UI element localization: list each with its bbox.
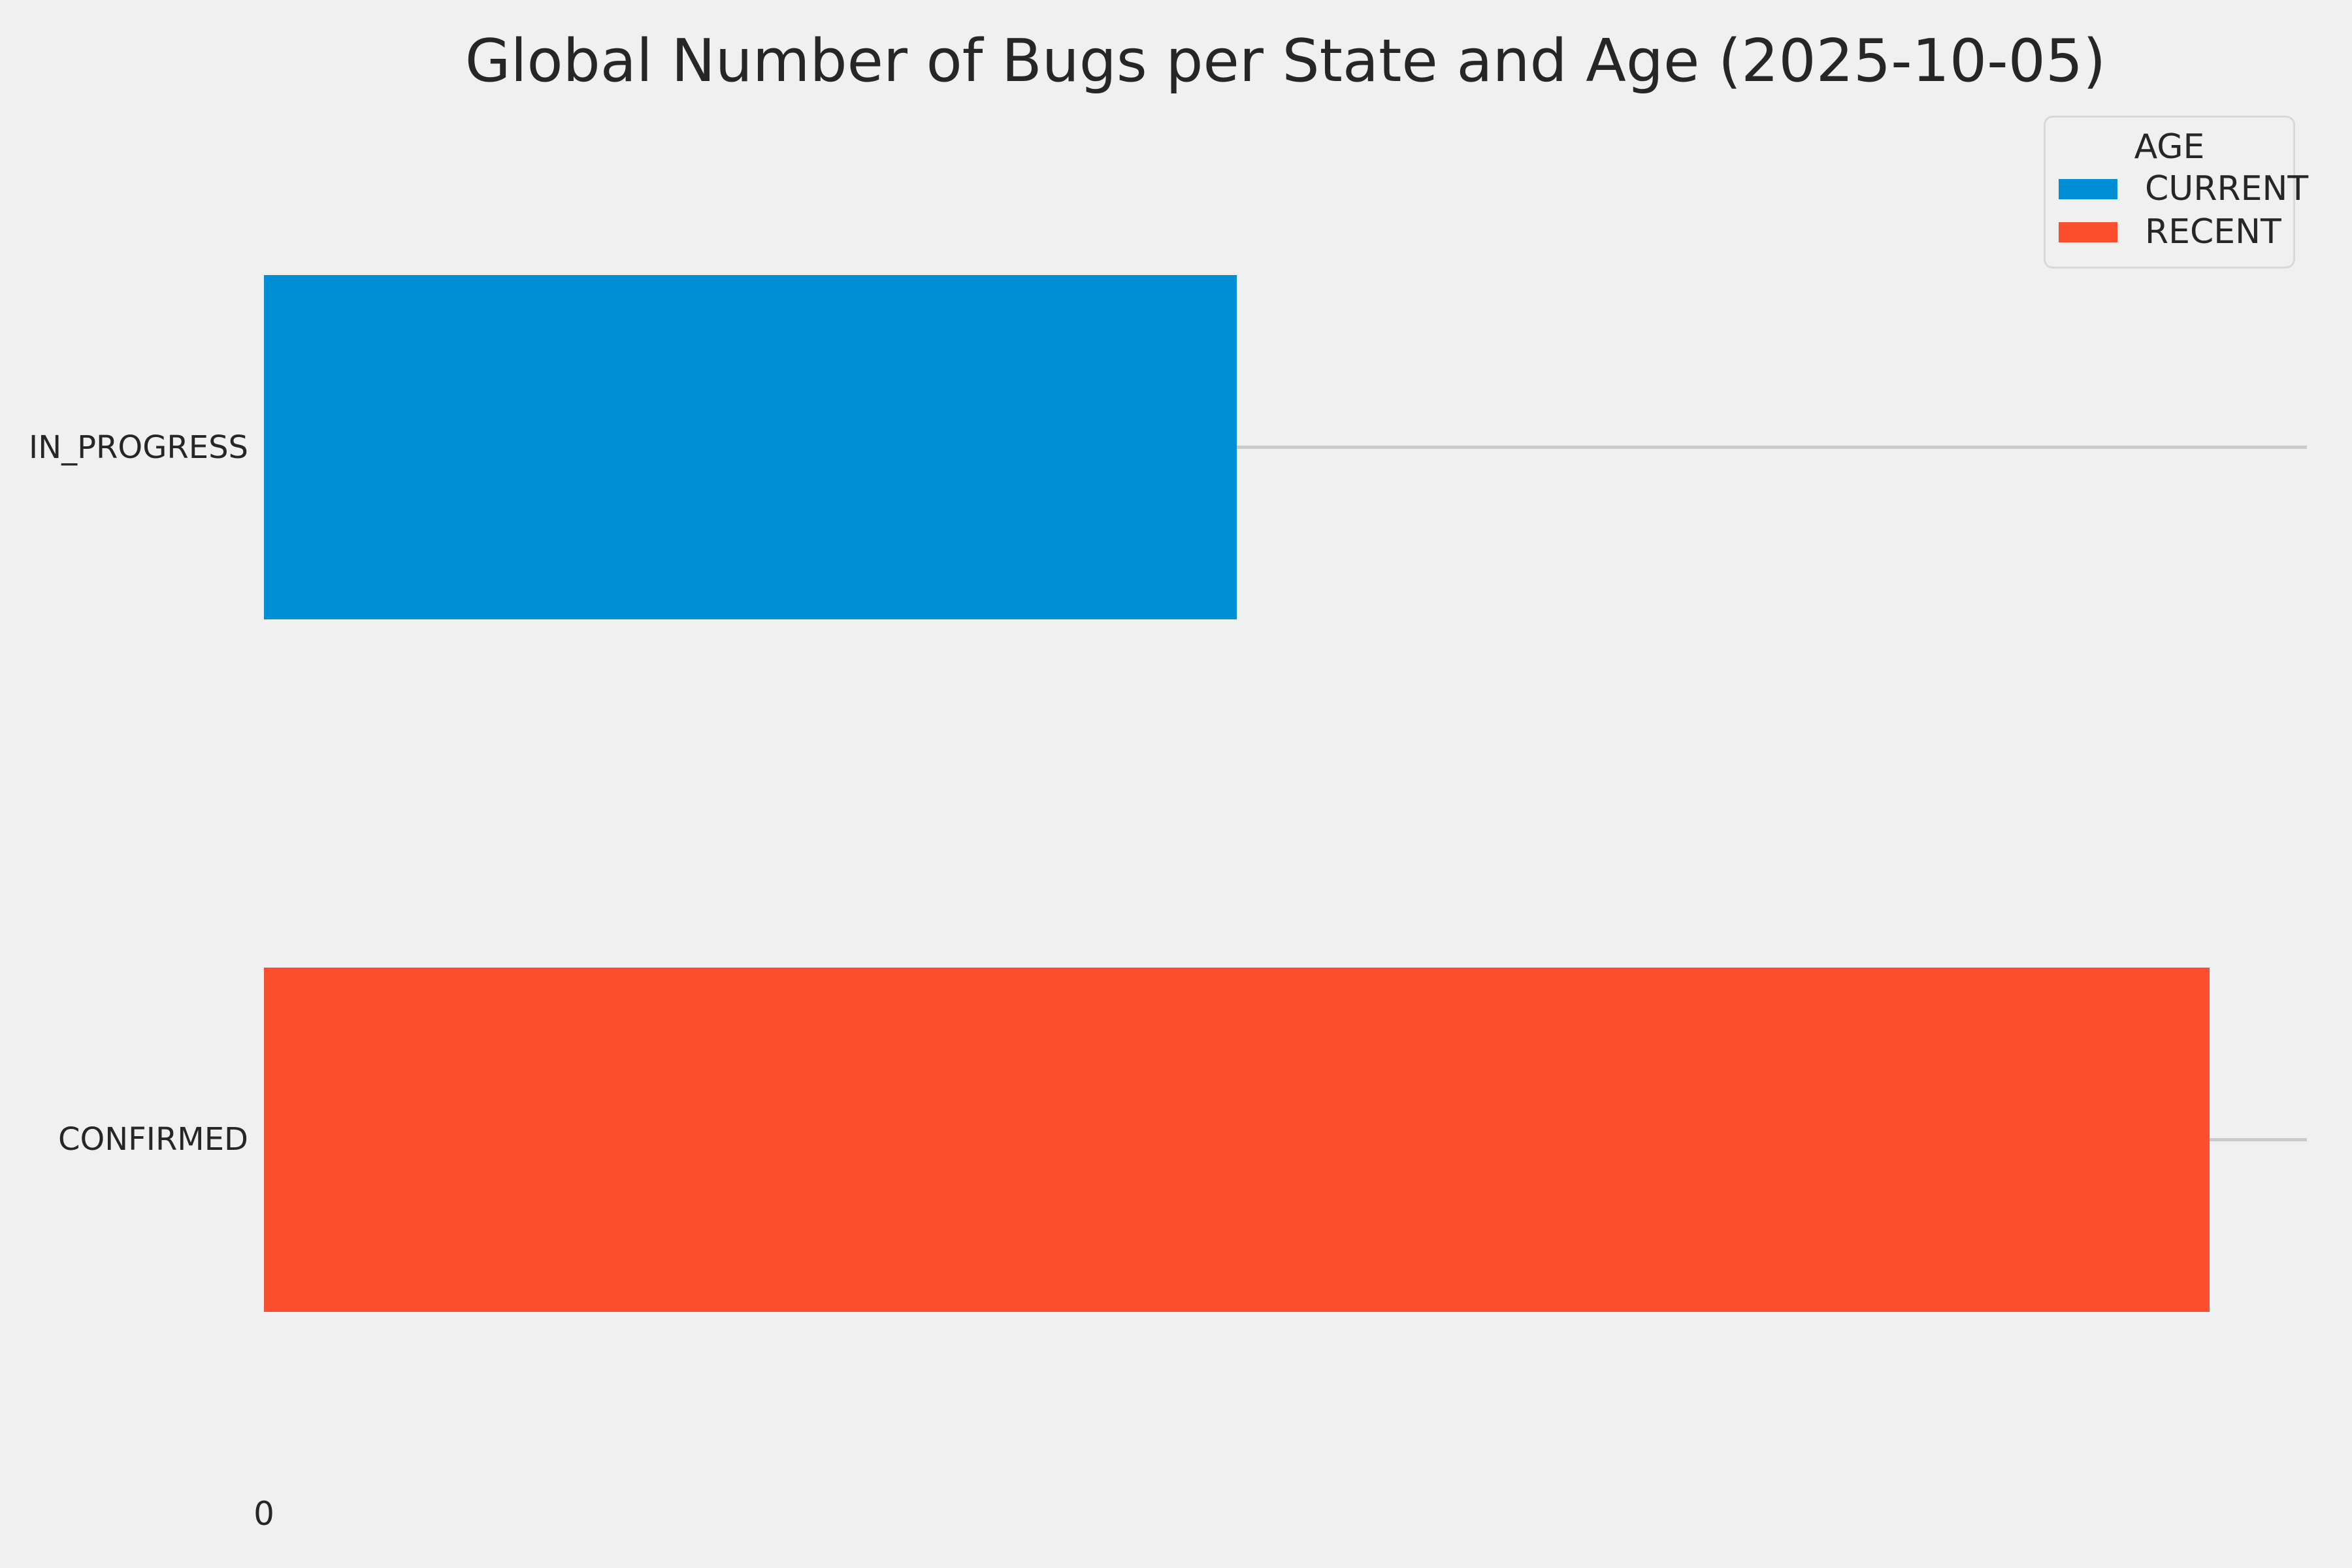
x-axis-tick-zero: 0 [253,1495,274,1533]
bar-confirmed-recent [264,967,2210,1312]
plot-area: IN_PROGRESS CONFIRMED 0 [29,101,2307,1533]
chart-title: Global Number of Bugs per State and Age … [465,27,2106,95]
legend-entry-recent: RECENT [2046,210,2293,253]
legend-label-recent: RECENT [2145,212,2281,252]
bar-in-progress-current [264,275,1237,620]
recent-color-swatch-icon [2059,221,2117,242]
legend-title: AGE [2134,127,2205,167]
legend-entry-current: CURRENT [2046,167,2308,210]
legend: AGE CURRENT RECENT [2044,116,2308,269]
legend-label-current: CURRENT [2145,169,2309,208]
gridline-in-progress [264,446,2307,449]
y-axis-label-in-progress: IN_PROGRESS [29,429,248,466]
y-axis-label-confirmed: CONFIRMED [57,1121,248,1158]
current-color-swatch-icon [2059,178,2117,199]
